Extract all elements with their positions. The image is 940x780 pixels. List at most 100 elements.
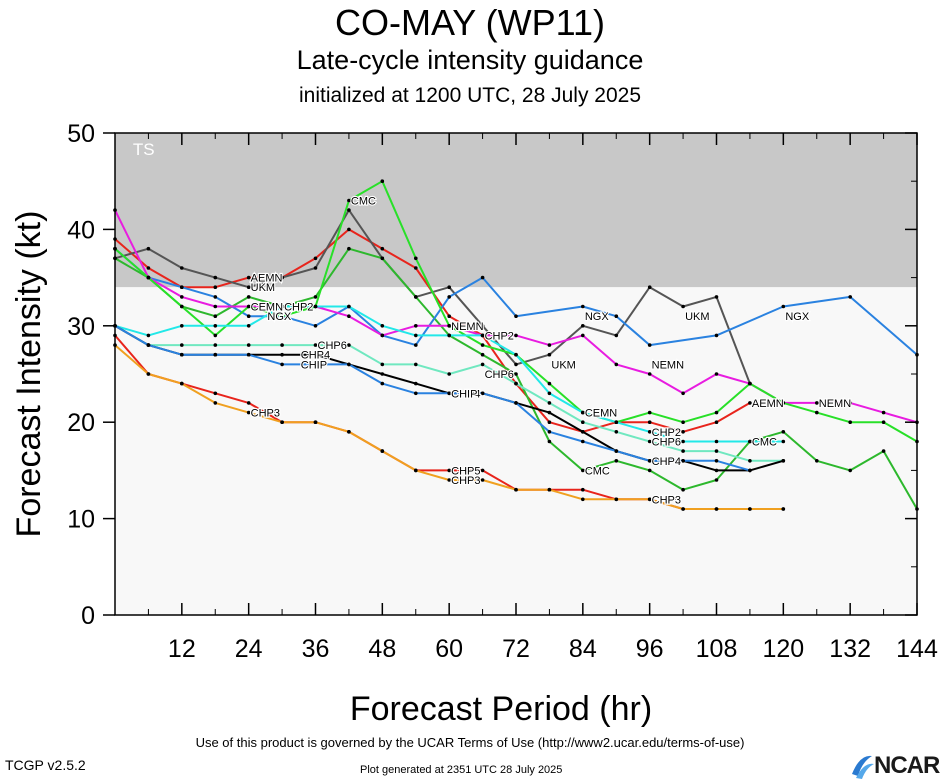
series-label-chp4: CHP4 xyxy=(451,388,480,400)
intensity-band-td xyxy=(115,287,917,615)
data-point-cemn xyxy=(547,381,552,386)
data-point-chip xyxy=(614,449,619,453)
data-point-cmc xyxy=(514,372,518,376)
series-label-chp6: CHP6 xyxy=(318,340,347,352)
series-label-ukm: UKM xyxy=(551,359,575,371)
generated-timestamp: Plot generated at 2351 UTC 28 July 2025 xyxy=(360,764,563,776)
data-point-cemn xyxy=(380,179,385,183)
data-point-chp2 xyxy=(647,430,652,434)
series-label-cmc: CMC xyxy=(351,195,376,207)
data-point-cmc xyxy=(414,295,418,299)
data-point-cmc xyxy=(647,468,652,473)
x-tick-label: 108 xyxy=(696,635,738,663)
data-point-cmc xyxy=(848,468,852,473)
y-tick-label: 30 xyxy=(67,313,95,341)
data-point-cmc xyxy=(815,459,819,463)
series-label-aemn: AEMN xyxy=(752,398,784,410)
data-point-chip xyxy=(313,362,318,367)
data-point-ngx xyxy=(180,285,184,290)
data-point-chp6 xyxy=(180,343,184,347)
data-point-chp2 xyxy=(414,333,418,338)
data-point-cemn xyxy=(881,420,886,425)
data-point-cmc xyxy=(614,459,619,463)
data-point-chp3 xyxy=(246,410,251,415)
series-label-chp2: CHP2 xyxy=(485,330,514,342)
data-point-chp2 xyxy=(781,439,786,444)
series-line-ngx xyxy=(114,247,918,356)
data-point-cmc xyxy=(881,449,886,453)
data-point-nemn xyxy=(815,401,819,405)
data-point-chp2 xyxy=(681,439,685,444)
data-point-cemn xyxy=(347,198,351,203)
data-point-nemn xyxy=(547,343,552,347)
data-point-chp2 xyxy=(280,304,284,309)
data-point-chp6 xyxy=(714,449,719,453)
data-point-chp3 xyxy=(614,497,619,502)
data-point-ngx xyxy=(581,304,585,309)
data-point-ukm xyxy=(447,285,452,290)
series-label-cemn: CEMN xyxy=(585,408,617,420)
data-point-cmc xyxy=(547,439,552,444)
data-point-chip xyxy=(647,459,652,463)
data-point-chip xyxy=(280,362,284,367)
data-point-chp6 xyxy=(647,439,652,444)
data-point-cemn xyxy=(146,275,151,280)
data-point-nemn xyxy=(581,333,585,338)
data-point-chp6 xyxy=(246,343,251,347)
data-point-chip xyxy=(213,352,218,357)
data-point-ukm xyxy=(614,333,619,338)
series-label-nemn: NEMN xyxy=(819,398,851,410)
data-point-chp3 xyxy=(781,507,786,511)
x-tick-label: 84 xyxy=(569,635,597,663)
series-label-ngx: NGX xyxy=(267,311,292,323)
data-point-ngx xyxy=(213,295,218,299)
data-point-cemn xyxy=(647,410,652,415)
data-point-chp2 xyxy=(748,439,752,444)
data-point-cmc xyxy=(213,314,218,319)
data-point-chip xyxy=(347,362,351,367)
data-point-chp3 xyxy=(447,478,452,482)
data-point-cemn xyxy=(714,410,719,415)
data-point-cmc xyxy=(781,430,786,434)
data-point-ngx xyxy=(414,343,418,347)
x-tick-label: 36 xyxy=(302,635,330,663)
data-point-nemn xyxy=(514,333,518,338)
data-point-aemn xyxy=(714,420,719,425)
x-tick-label: 24 xyxy=(235,635,263,663)
series-label-chp4: CHP4 xyxy=(652,456,681,468)
data-point-chp6 xyxy=(280,343,284,347)
data-point-ngx xyxy=(781,304,786,309)
y-tick-label: 0 xyxy=(81,602,95,630)
data-point-cmc xyxy=(681,487,685,492)
data-point-cmc xyxy=(581,468,585,473)
series-label-cemn: CEMN xyxy=(251,302,283,314)
data-point-nemn xyxy=(647,372,652,376)
data-point-cemn xyxy=(781,401,786,405)
x-tick-label: 48 xyxy=(368,635,396,663)
data-point-chp5 xyxy=(480,468,485,473)
intensity-band-ts xyxy=(115,133,917,288)
data-point-chip xyxy=(480,391,485,396)
data-point-ukm xyxy=(681,304,685,309)
series-label-aemn: AEMN xyxy=(251,273,283,285)
data-point-chp3 xyxy=(380,449,385,453)
data-point-chp3 xyxy=(347,430,351,434)
x-tick-label: 132 xyxy=(829,635,871,663)
y-tick-label: 50 xyxy=(67,120,95,148)
data-point-ngx xyxy=(313,324,318,328)
x-tick-label: 144 xyxy=(896,635,938,663)
data-point-chp3 xyxy=(647,497,652,502)
chart-init-time: initialized at 1200 UTC, 28 July 2025 xyxy=(298,84,642,107)
data-point-chip xyxy=(246,352,251,357)
data-point-aemn xyxy=(313,256,318,261)
series-label-ngx: NGX xyxy=(585,311,610,323)
data-point-ukm xyxy=(246,285,251,290)
series-label-nemn: NEMN xyxy=(451,321,483,333)
data-point-chp6 xyxy=(681,449,685,453)
data-point-cemn xyxy=(681,420,685,425)
data-point-chp2 xyxy=(213,324,218,328)
series-label-chp2: CHP2 xyxy=(284,302,313,314)
ncar-logo: NCAR xyxy=(850,752,940,780)
series-line-chip xyxy=(114,324,751,472)
data-point-chp6 xyxy=(614,430,619,434)
